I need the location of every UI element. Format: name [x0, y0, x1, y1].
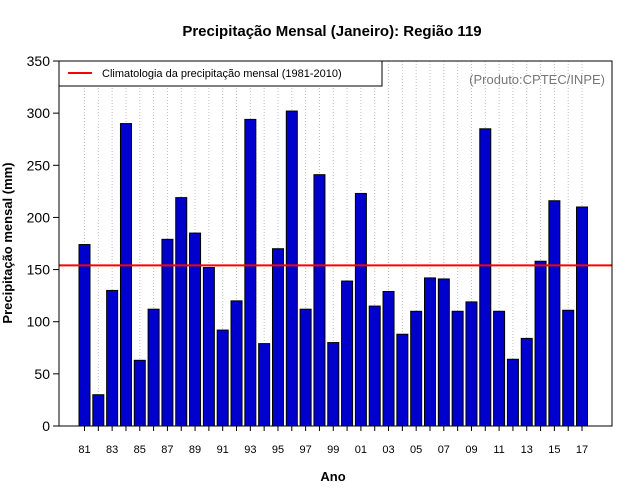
bar-08 — [451, 310, 464, 427]
y-axis-title: Precipitação mensal (mm) — [0, 162, 15, 323]
x-tick-label-81: 81 — [78, 444, 90, 456]
x-tick-label-93: 93 — [244, 444, 256, 456]
source-note: (Produto:CPTEC/INPE) — [469, 72, 605, 87]
bar-94 — [258, 343, 271, 427]
legend-climatology-label: Climatologia da precipitação mensal (198… — [102, 68, 342, 80]
bar-91 — [216, 329, 229, 427]
x-tick-label-01: 01 — [355, 444, 367, 456]
chart-title: Precipitação Mensal (Janeiro): Região 11… — [182, 23, 481, 40]
bar-88 — [175, 197, 188, 427]
bar-10 — [479, 128, 492, 427]
x-tick-label-99: 99 — [327, 444, 339, 456]
legend: Climatologia da precipitação mensal (198… — [58, 60, 383, 87]
bar-16 — [562, 309, 575, 427]
bar-03 — [382, 290, 395, 427]
bar-07 — [437, 278, 450, 427]
x-tick-label-07: 07 — [438, 444, 450, 456]
bar-82 — [92, 394, 105, 427]
bar-93 — [244, 118, 257, 427]
y-tick-label-200: 200 — [27, 209, 51, 225]
y-tick-label-250: 250 — [27, 157, 51, 173]
y-tick-label-100: 100 — [27, 314, 51, 330]
x-tick-label-11: 11 — [493, 444, 504, 456]
bar-90 — [202, 266, 215, 427]
y-axis: 0 50 100 150 200 250 300 350 — [27, 53, 59, 434]
y-tick-label-50: 50 — [34, 366, 50, 382]
bar-89 — [189, 232, 202, 427]
bar-95 — [271, 248, 284, 427]
bar-05 — [410, 310, 423, 427]
x-tick-label-05: 05 — [410, 444, 422, 456]
bar-01 — [354, 192, 367, 427]
y-tick-label-300: 300 — [27, 105, 51, 121]
x-tick-label-87: 87 — [161, 444, 173, 456]
bar-97 — [299, 308, 312, 427]
bar-98 — [313, 174, 326, 427]
bar-99 — [327, 342, 340, 427]
bar-09 — [465, 301, 478, 427]
x-tick-label-09: 09 — [465, 444, 477, 456]
bar-86 — [147, 308, 160, 427]
bar-81 — [78, 244, 91, 427]
y-tick-label-150: 150 — [27, 262, 51, 278]
y-tick-label-0: 0 — [42, 418, 50, 434]
y-tick-label-350: 350 — [27, 53, 51, 69]
x-axis: 81 83 85 87 89 91 93 95 97 99 01 03 05 07 09 11 13 15 17 — [78, 426, 588, 456]
x-tick-label-03: 03 — [382, 444, 394, 456]
bar-11 — [493, 310, 506, 427]
bar-17 — [576, 206, 589, 427]
x-tick-label-17: 17 — [576, 444, 588, 456]
legend-box — [58, 60, 383, 87]
x-tick-label-85: 85 — [134, 444, 146, 456]
bar-85 — [133, 359, 146, 427]
bar-84 — [119, 123, 132, 427]
bar-04 — [396, 333, 409, 427]
x-tick-label-15: 15 — [548, 444, 560, 456]
bar-92 — [230, 300, 243, 427]
bar-83 — [106, 289, 119, 427]
bar-87 — [161, 238, 174, 427]
bar-06 — [424, 277, 436, 427]
x-tick-label-95: 95 — [272, 444, 284, 456]
x-tick-label-13: 13 — [521, 444, 533, 456]
bar-14 — [534, 260, 547, 427]
x-tick-label-91: 91 — [217, 444, 229, 456]
bar-12 — [506, 358, 519, 427]
x-axis-title: Ano — [320, 469, 345, 484]
x-tick-label-83: 83 — [106, 444, 118, 456]
bars — [78, 110, 589, 427]
bar-15 — [548, 200, 561, 427]
x-tick-label-89: 89 — [189, 444, 201, 456]
bar-96 — [285, 110, 298, 427]
bar-02 — [368, 305, 381, 427]
bar-00 — [341, 280, 354, 427]
x-tick-label-97: 97 — [299, 444, 311, 456]
bar-13 — [520, 337, 533, 427]
